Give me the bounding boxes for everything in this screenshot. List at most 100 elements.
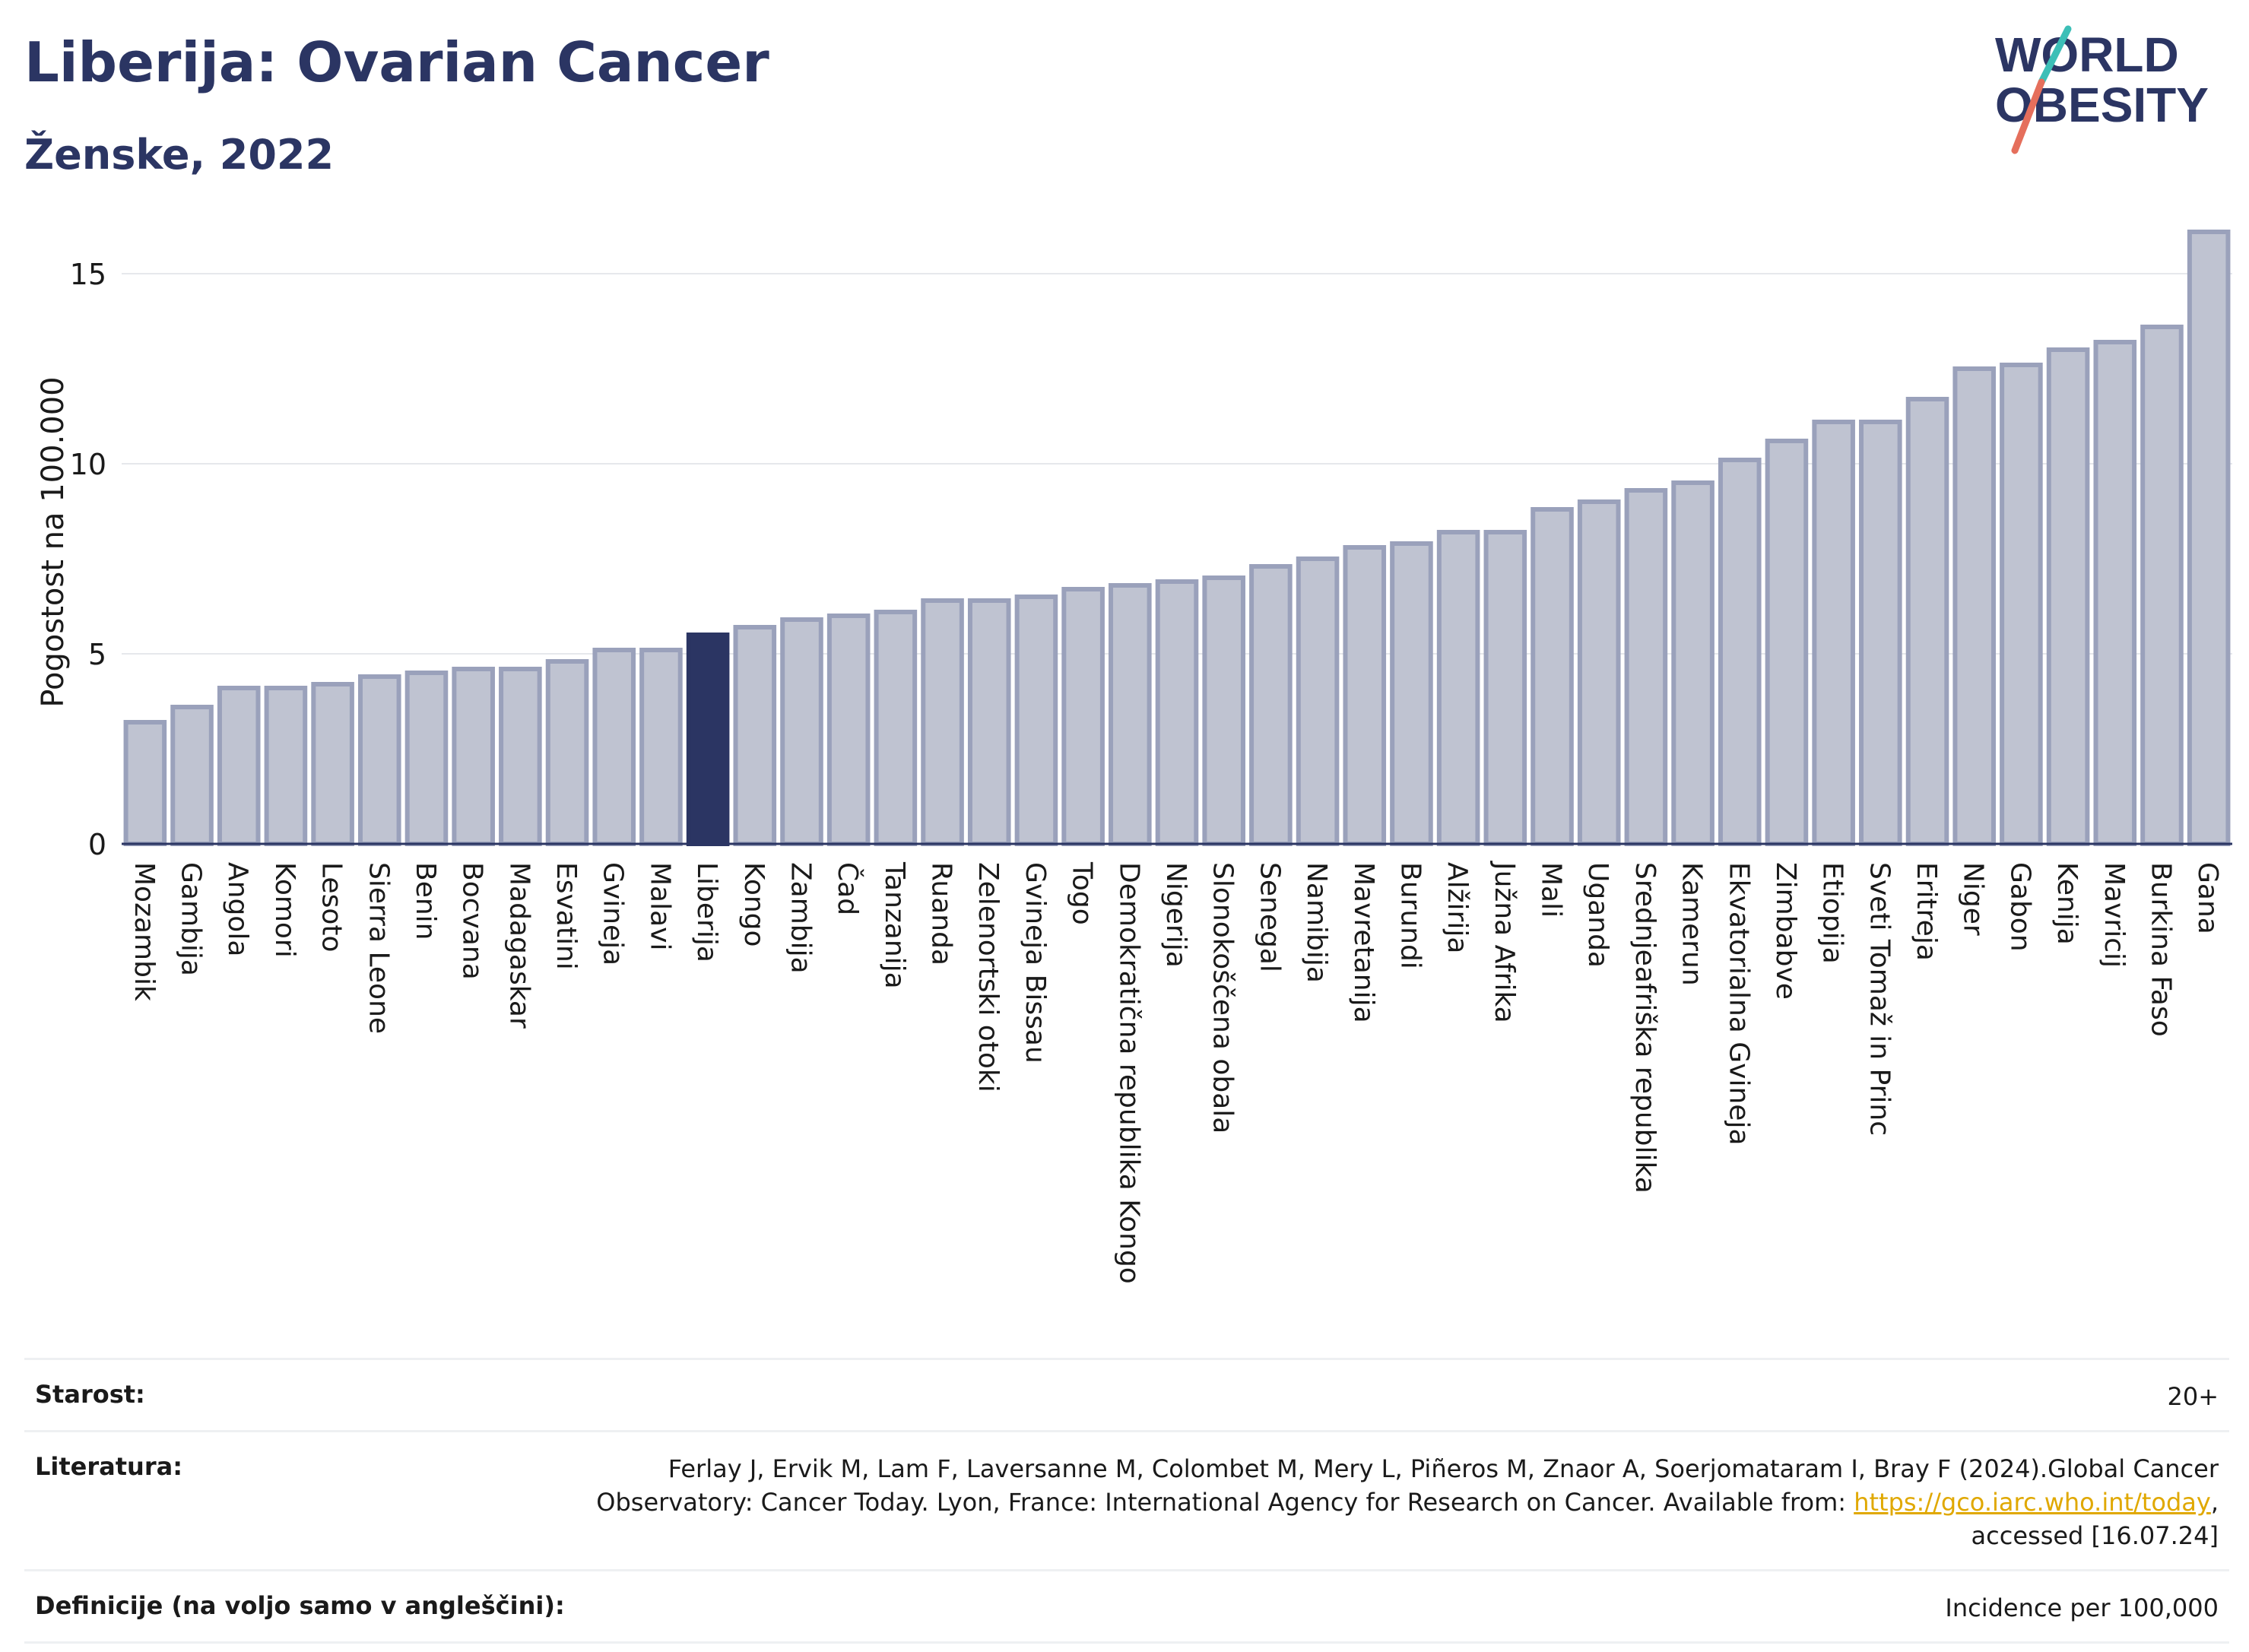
- x-tick-label: Eritreja: [1911, 862, 1942, 961]
- x-tick-label: Gambija: [176, 862, 207, 976]
- x-tick-label: Južna Afrika: [1489, 861, 1520, 1023]
- bar: [1202, 576, 1245, 846]
- info-table: Starost: 20+ Literatura: Ferlay J, Ervik…: [24, 1358, 2229, 1644]
- x-tick-label: Ruanda: [926, 862, 957, 966]
- info-row-definitions: Definicije (na voljo samo v angleščini):…: [24, 1569, 2229, 1644]
- bar: [1952, 366, 1997, 846]
- bar: [1577, 499, 1621, 846]
- logo-slash-coral: [2011, 78, 2045, 154]
- bar: [404, 671, 449, 846]
- bar: [499, 667, 542, 846]
- x-tick-label: Kenija: [2051, 862, 2082, 945]
- literature-text-line1: Ferlay J, Ervik M, Lam F, Laversanne M, …: [668, 1454, 2219, 1483]
- bar: [2187, 230, 2231, 846]
- literature-link[interactable]: https://gco.iarc.who.int/today: [1854, 1488, 2211, 1517]
- x-tick-label: Namibija: [1301, 862, 1332, 983]
- bar: [1061, 587, 1105, 846]
- bar: [311, 682, 354, 846]
- bar: [1905, 397, 1949, 846]
- x-tick-label: Tanzanija: [879, 861, 910, 989]
- bar: [1343, 545, 1387, 846]
- bar: [1765, 439, 1809, 846]
- x-tick-label: Togo: [1067, 861, 1098, 925]
- bar: [874, 610, 918, 846]
- bar: [2093, 340, 2137, 846]
- bar-layer: [123, 230, 2231, 846]
- y-tick-label: 10: [70, 448, 106, 481]
- bar: [2000, 363, 2043, 846]
- x-tick-label: Nigerija: [1160, 862, 1191, 968]
- bar: [1155, 579, 1199, 846]
- x-tick-label: Mavretanija: [1348, 862, 1379, 1023]
- x-tick-label: Gvineja: [598, 862, 629, 966]
- x-tick-label: Kongo: [738, 862, 769, 947]
- bar: [921, 598, 964, 846]
- chart-subtitle: Ženske, 2022: [24, 131, 335, 179]
- y-tick-label: 5: [88, 638, 106, 671]
- literature-comma: ,: [2210, 1488, 2219, 1517]
- bar: [733, 625, 777, 846]
- x-tick-label: Madagaskar: [503, 862, 534, 1029]
- age-label: Starost:: [35, 1380, 145, 1409]
- bar: [217, 686, 261, 846]
- bar: [1436, 530, 1480, 846]
- info-row-literature: Literatura: Ferlay J, Ervik M, Lam F, La…: [24, 1430, 2229, 1569]
- literature-value: Ferlay J, Ervik M, Lam F, Laversanne M, …: [596, 1452, 2219, 1552]
- x-tick-label: Mali: [1536, 862, 1567, 918]
- literature-text-line3: accessed [16.07.24]: [1971, 1521, 2219, 1550]
- bar: [1671, 480, 1715, 846]
- bar: [264, 686, 308, 846]
- logo-text-world: WORLD: [1995, 27, 2179, 82]
- x-tick-label: Malavi: [644, 862, 675, 951]
- axis-layer: 0 5 10 15: [70, 258, 2232, 861]
- x-tick-label: Zelenortski otoki: [972, 862, 1004, 1092]
- x-tick-label: Alžirija: [1442, 862, 1473, 953]
- bar: [592, 648, 636, 846]
- x-tick-label: Zimbabve: [1770, 862, 1801, 1000]
- x-tick-label: Niger: [1958, 862, 1989, 936]
- logo-slash-teal: [2038, 25, 2072, 86]
- bar: [1483, 530, 1527, 846]
- x-tick-label: Etiopija: [1817, 862, 1848, 964]
- bar: [967, 598, 1011, 846]
- x-tick-label: Sveti Tomaž in Princ: [1864, 862, 1895, 1136]
- x-tick-label: Kamerun: [1676, 862, 1708, 986]
- bar: [1109, 583, 1152, 846]
- x-tick-label: Slonokoščena obala: [1207, 862, 1239, 1134]
- x-tick-label: Gabon: [2004, 862, 2035, 952]
- bar: [1531, 507, 1574, 846]
- x-tick-label: Gvineja Bissau: [1020, 862, 1051, 1064]
- definitions-label: Definicije (na voljo samo v angleščini):: [35, 1591, 565, 1620]
- bar: [826, 614, 871, 846]
- x-tick-label: Mavricij: [2098, 862, 2130, 968]
- bar: [1296, 556, 1340, 846]
- bar: [545, 659, 589, 846]
- x-tick-label: Mozambik: [128, 862, 160, 1001]
- bar: [452, 667, 495, 846]
- x-tick-label: Čad: [832, 862, 864, 915]
- x-tick-label: Srednjeafriška republika: [1629, 862, 1661, 1194]
- bar: [2140, 325, 2184, 846]
- bar: [780, 617, 823, 846]
- chart-title: Liberija: Ovarian Cancer: [24, 30, 769, 94]
- bar-highlight: [686, 633, 730, 846]
- x-tick-label: Zambija: [785, 862, 816, 974]
- x-tick-label: Burkina Faso: [2145, 862, 2176, 1037]
- x-tick-label: Uganda: [1582, 862, 1613, 968]
- x-tick-label: Liberija: [691, 862, 722, 962]
- bar: [123, 720, 167, 846]
- literature-label: Literatura:: [35, 1452, 182, 1481]
- bar: [1718, 458, 1762, 846]
- x-tick-label: Demokratična republika Kongo: [1113, 862, 1144, 1284]
- x-tick-label: Sierra Leone: [363, 862, 394, 1034]
- bar: [1014, 595, 1058, 846]
- bar: [1249, 564, 1293, 846]
- bar: [1390, 541, 1433, 846]
- bar: [2046, 347, 2090, 846]
- bar: [170, 705, 214, 846]
- x-tick-label: Lesoto: [316, 862, 347, 953]
- x-tick-label: Senegal: [1254, 862, 1285, 972]
- bar-chart: 0 5 10 15 Mozambik Gambija Angola Komori Lesoto…: [70, 230, 2232, 1284]
- bar: [1859, 420, 1902, 846]
- x-tick-label: Komori: [269, 862, 300, 958]
